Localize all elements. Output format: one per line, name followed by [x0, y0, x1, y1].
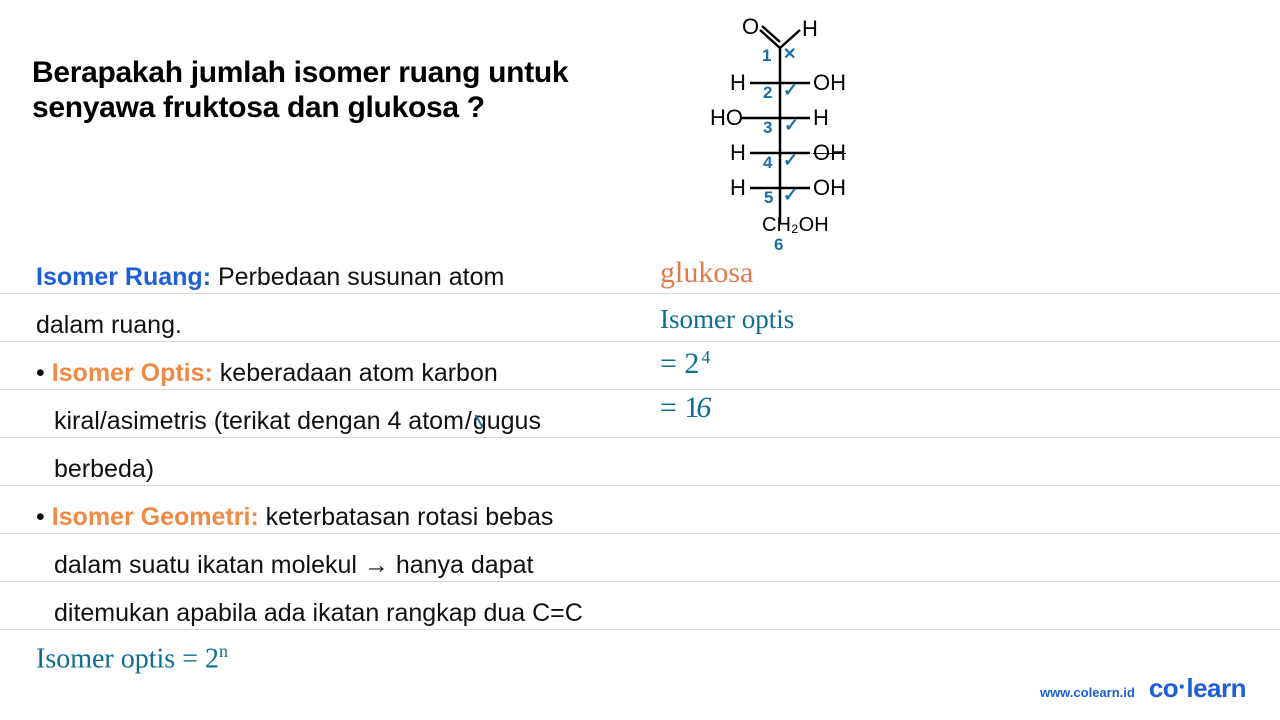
- def-line2: dalam ruang.: [36, 309, 182, 342]
- bullet-optis-cont2: berbeda): [54, 453, 154, 486]
- isomer-optis-text: keberadaan atom karbon: [213, 359, 498, 387]
- d-v3: ✓: [784, 115, 799, 136]
- isomer-ruang-label: Isomer Ruang:: [36, 263, 211, 291]
- d-OH2: OH: [813, 70, 846, 96]
- def-line1: Isomer Ruang: Perbedaan susunan atom: [36, 261, 504, 294]
- d-v2: ✓: [783, 80, 798, 101]
- d-x1: ✕: [783, 44, 796, 64]
- d-n5: 5: [764, 188, 773, 208]
- d-H4l: H: [730, 140, 746, 166]
- d-n4: 4: [763, 153, 772, 173]
- d-H3r: H: [813, 105, 829, 131]
- formula: Isomer optis = 2n: [36, 640, 228, 678]
- d-CH2OH: CH₂OH: [762, 214, 829, 237]
- d-Htop: H: [802, 16, 818, 42]
- d-O: O: [742, 14, 759, 40]
- isomer-geom-text: keterbatasan rotasi bebas: [259, 503, 554, 531]
- d-H2l: H: [730, 70, 746, 96]
- bullet-optis-cont1: kiral/asimetris (terikat dengan 4 atom/g…: [54, 405, 541, 438]
- d-n3: 3: [763, 118, 772, 138]
- footer-url: www.colearn.id: [1040, 685, 1135, 700]
- slide: Berapakah jumlah isomer ruang untuk seny…: [0, 0, 1280, 720]
- d-v4: ✓: [783, 150, 798, 171]
- footer-brand: co·learn: [1149, 673, 1246, 704]
- bullet-geom-cont1: dalam suatu ikatan molekul → hanya dapat: [54, 549, 533, 582]
- bullet-optis: • Isomer Optis: keberadaan atom karbon: [36, 357, 498, 390]
- isomer-ruang-text: Perbedaan susunan atom: [211, 263, 504, 291]
- d-OH4: OH: [813, 140, 846, 166]
- footer: www.colearn.id co·learn: [1040, 673, 1246, 704]
- d-n1: 1: [762, 46, 771, 66]
- isomer-optis-label: Isomer Optis:: [52, 359, 213, 387]
- bullet-geom-cont2: ditemukan apabila ada ikatan rangkap dua…: [54, 597, 583, 630]
- bullet-geom: • Isomer Geometri: keterbatasan rotasi b…: [36, 501, 553, 534]
- d-H5l: H: [730, 175, 746, 201]
- right-block: glukosa Isomer optis = 24 = 16: [660, 256, 794, 425]
- eq2: = 16: [660, 391, 794, 425]
- d-HO3: HO: [710, 105, 743, 131]
- isomer-optis-hand: Isomer optis: [660, 304, 794, 335]
- d-n6: 6: [774, 235, 783, 255]
- question-text: Berapakah jumlah isomer ruang untuk seny…: [32, 55, 592, 126]
- eq1: = 24: [660, 347, 794, 381]
- d-OH5: OH: [813, 175, 846, 201]
- isomer-geom-label: Isomer Geometri:: [52, 503, 259, 531]
- d-n2: 2: [763, 83, 772, 103]
- glukosa-label: glukosa: [660, 256, 794, 290]
- fischer-diagram: O H 1 ✕ H OH 2 ✓ HO H 3 ✓ H OH 4 ✓ H OH …: [670, 18, 890, 253]
- d-v5: ✓: [783, 185, 798, 206]
